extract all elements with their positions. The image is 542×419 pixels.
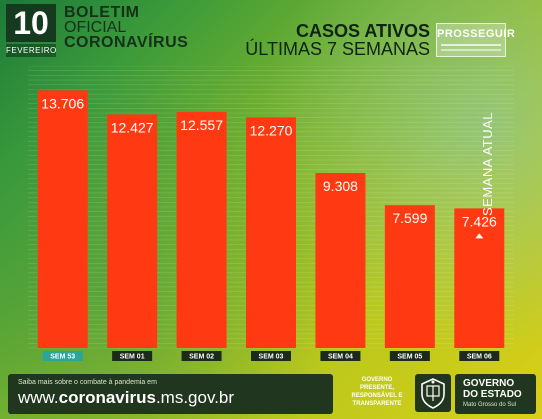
government-slogan: GOVERNO PRESENTE, RESPONSÁVEL E TRANSPAR… bbox=[346, 376, 408, 408]
slogan-line: TRANSPARENTE bbox=[352, 401, 402, 407]
category-label: SEM 02 bbox=[189, 354, 214, 361]
bar-sem-02 bbox=[176, 111, 227, 348]
bar-value-label: 9.308 bbox=[323, 178, 358, 194]
footer: Saiba mais sobre o combate à pandemia em… bbox=[8, 374, 536, 414]
government-logo: GOVERNO DO ESTADO Mato Grosso do Sul bbox=[455, 374, 536, 414]
category-tag bbox=[251, 351, 291, 361]
bar-value-label: 7.599 bbox=[392, 210, 427, 226]
category-label: SEM 06 bbox=[467, 354, 492, 361]
category-tag bbox=[459, 351, 500, 361]
category-label: SEM 01 bbox=[120, 354, 145, 361]
current-week-label: SEMANA ATUAL bbox=[480, 111, 495, 216]
government-state: Mato Grosso do Sul bbox=[463, 402, 517, 408]
bar-value-label: 12.427 bbox=[111, 119, 154, 135]
date-month: FEVEREIRO bbox=[6, 44, 57, 57]
website-banner[interactable]: Saiba mais sobre o combate à pandemia em… bbox=[8, 374, 333, 414]
prosseguir-logo-text: PROSSEGUIR bbox=[437, 28, 516, 40]
category-tag bbox=[42, 351, 83, 361]
chart-title: CASOS ATIVOS bbox=[295, 21, 430, 41]
prosseguir-logo: PROSSEGUIR bbox=[436, 23, 516, 57]
bulletin-title: BOLETIM OFICIAL CORONAVÍRUS bbox=[64, 4, 189, 51]
bar-chart: 13.706 SEM 53 12.427 SEM 01 12.557 SEM 02 12.2… bbox=[28, 66, 514, 361]
category-tag bbox=[320, 351, 361, 361]
bar-sem-03 bbox=[246, 117, 296, 348]
date-badge: 10 FEVEREIRO bbox=[6, 4, 57, 57]
bar-value-label: 7.426 bbox=[462, 213, 497, 229]
date-day: 10 bbox=[6, 4, 56, 42]
bulletin-line-2: OFICIAL bbox=[64, 19, 127, 36]
bar-sem-01 bbox=[107, 114, 158, 348]
state-emblem-icon bbox=[415, 374, 451, 412]
government-name-1: GOVERNO bbox=[463, 378, 515, 389]
category-label: SEM 04 bbox=[328, 354, 353, 361]
website-url-bold: coronavirus bbox=[58, 388, 156, 407]
website-caption: Saiba mais sobre o combate à pandemia em bbox=[18, 379, 157, 386]
category-label: SEM 53 bbox=[50, 354, 75, 361]
category-tag bbox=[181, 351, 222, 361]
bulletin-line-3: CORONAVÍRUS bbox=[64, 34, 189, 51]
chart-panel: 13.706 SEM 53 12.427 SEM 01 12.557 SEM 02 12.2… bbox=[22, 66, 520, 362]
bar-value-label: 12.557 bbox=[180, 117, 223, 133]
bar-value-label: 12.270 bbox=[250, 122, 293, 138]
bar-sem-05 bbox=[384, 205, 435, 348]
website-url-suffix: .ms.gov.br bbox=[155, 388, 235, 407]
trend-down-icon bbox=[475, 233, 484, 239]
chart-heading: CASOS ATIVOS ÚLTIMAS 7 SEMANAS bbox=[245, 22, 430, 58]
bar-value-label: 13.706 bbox=[41, 95, 84, 111]
website-url-prefix: www. bbox=[18, 388, 59, 407]
category-tag bbox=[389, 351, 430, 361]
category-label: SEM 03 bbox=[259, 354, 284, 361]
prosseguir-logo-line bbox=[441, 44, 501, 46]
bar-sem-04 bbox=[315, 173, 366, 348]
category-label: SEM 05 bbox=[397, 354, 422, 361]
bar-sem-06 bbox=[454, 208, 505, 348]
slogan-line: PRESENTE, bbox=[359, 385, 394, 391]
website-url[interactable]: www.coronavirus.ms.gov.br bbox=[18, 388, 234, 408]
slogan-line: GOVERNO bbox=[361, 377, 393, 383]
chart-subtitle: ÚLTIMAS 7 SEMANAS bbox=[245, 39, 430, 59]
slogan-line: RESPONSÁVEL E bbox=[351, 393, 403, 399]
bulletin-line-1: BOLETIM bbox=[64, 4, 140, 21]
category-tag bbox=[112, 351, 153, 361]
bar-sem-53 bbox=[37, 90, 88, 348]
prosseguir-logo-line bbox=[441, 49, 501, 51]
government-name-2: DO ESTADO bbox=[463, 389, 522, 400]
